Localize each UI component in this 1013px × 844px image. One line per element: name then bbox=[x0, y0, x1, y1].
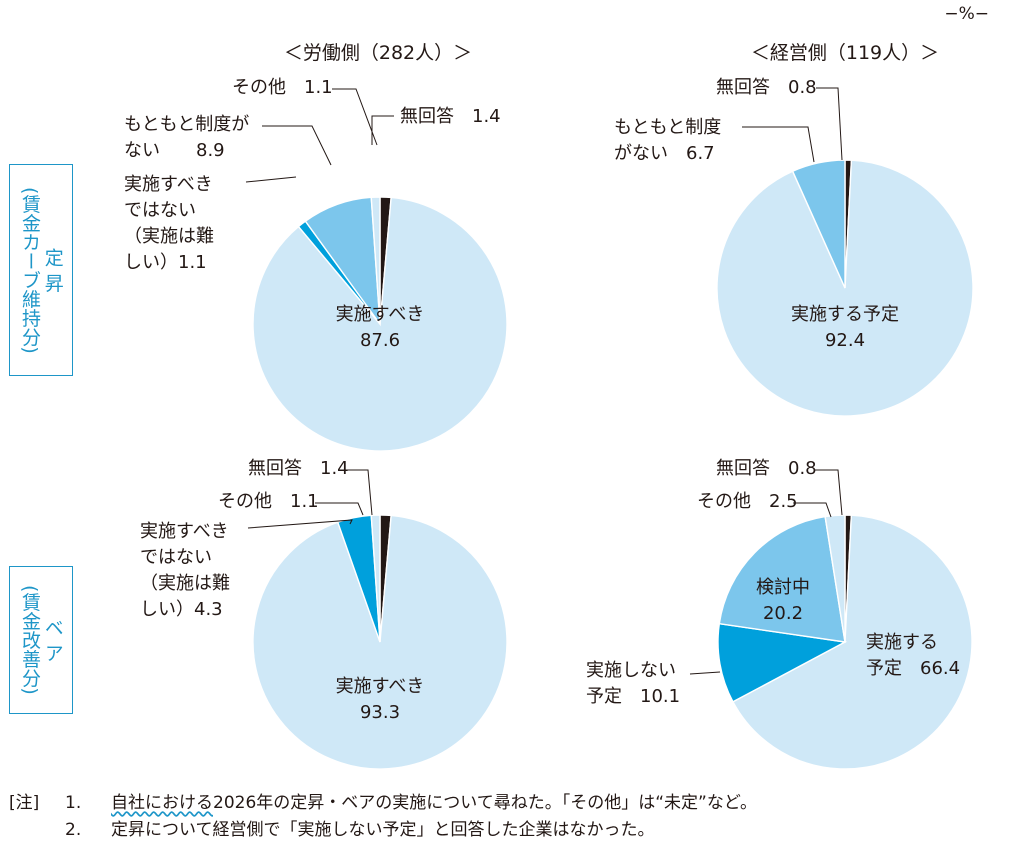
note-row-2: 2. 定昇について経営側で「実施しない予定」と回答した企業はなかった。 bbox=[9, 817, 757, 844]
pie1-leader-line-2 bbox=[245, 176, 297, 183]
pie4-slice-4 bbox=[824, 514, 846, 643]
pie4-slice-3 bbox=[718, 515, 846, 643]
pie4-leader-line-4 bbox=[793, 502, 832, 518]
pie3-label-2-line-3: しい）4.3 bbox=[140, 599, 223, 620]
pie3-label-0-line-0: 無回答 1.4 bbox=[248, 458, 349, 479]
pie4-label-3-line-0: 検討中 bbox=[756, 577, 810, 598]
note-text-emphasis: 自社における bbox=[111, 793, 213, 813]
pie1-label-3-line-0: もともと制度が bbox=[124, 114, 249, 135]
notes: [注] 1. 自社における2026年の定昇・ベアの実施について尋ねた。「その他」は“… bbox=[9, 790, 757, 844]
pie1-label-1-line-1: 87.6 bbox=[360, 330, 400, 351]
pie1-label-4-line-0: その他 1.1 bbox=[232, 77, 333, 98]
pie3-slice-1 bbox=[252, 514, 508, 770]
pie2-label-0-line-0: 無回答 0.8 bbox=[716, 77, 817, 98]
pie1-leader-line-0 bbox=[371, 115, 394, 145]
note-tag: [注] bbox=[9, 793, 40, 813]
pie3-leader-line-2 bbox=[247, 519, 353, 529]
pie-charts: 無回答 1.4実施すべき87.6実施すべきではない（実施は難しい）1.1もともと… bbox=[124, 77, 974, 770]
pie2-label-2-line-0: もともと制度 bbox=[614, 117, 721, 138]
pie4-slice-2 bbox=[717, 622, 848, 703]
pie1-label-2-line-3: しい）1.1 bbox=[124, 252, 207, 273]
pie4-label-4-line-0: その他 2.5 bbox=[697, 491, 798, 512]
note-row-1: [注] 1. 自社における2026年の定昇・ベアの実施について尋ねた。「その他」は“… bbox=[9, 790, 757, 817]
pie4-label-3-line-1: 20.2 bbox=[763, 603, 803, 624]
pie3-label-1-line-1: 93.3 bbox=[360, 702, 400, 723]
row-label-teisho-main: (賃金カーブ維持分) bbox=[19, 186, 41, 354]
pie1-leader-line-3 bbox=[262, 125, 332, 166]
pie2-label-1-line-1: 92.4 bbox=[825, 330, 865, 351]
pie2-leader-line-0 bbox=[816, 87, 843, 161]
pie3-leader-line-3 bbox=[315, 502, 364, 516]
row-label-bea-sub: ベ ア bbox=[41, 617, 64, 663]
pie4-slice-1 bbox=[732, 514, 973, 770]
row-label-bea-main: (賃金改善分) bbox=[19, 585, 41, 695]
note-number: 1. bbox=[65, 793, 82, 813]
row-label-teisho: (賃金カーブ維持分) 定 昇 bbox=[9, 164, 73, 376]
pie3-label-2-line-1: ではない bbox=[140, 547, 212, 568]
pie1-slice-4 bbox=[370, 196, 381, 325]
column-title-management: ＜経営側（119人）＞ bbox=[750, 42, 940, 64]
pie4-label-0-line-0: 無回答 0.8 bbox=[716, 458, 817, 479]
note-text: 2026年の定昇・ベアの実施について尋ねた。「その他」は“未定”など。 bbox=[213, 793, 758, 813]
pie2-slice-2 bbox=[791, 159, 846, 289]
pie1-label-0-line-0: 無回答 1.4 bbox=[400, 106, 501, 127]
pie3-label-1-line-0: 実施すべき bbox=[336, 676, 425, 697]
unit-label: −%− bbox=[944, 4, 989, 24]
column-title-labor: ＜労働側（282人）＞ bbox=[283, 42, 473, 64]
row-label-teisho-sub: 定 昇 bbox=[41, 247, 64, 293]
pie1-label-1-line-0: 実施すべき bbox=[336, 304, 425, 325]
pie4-label-2-line-1: 予定 10.1 bbox=[586, 686, 680, 707]
pie3-label-3-line-0: その他 1.1 bbox=[218, 491, 319, 512]
pie4-label-1-line-1: 予定 66.4 bbox=[866, 658, 960, 679]
pie4-leader-line-2 bbox=[689, 671, 721, 675]
pie1-label-3-line-1: ない 8.9 bbox=[124, 140, 225, 161]
pie3-leader-line-0 bbox=[345, 469, 373, 516]
pie3-label-2-line-0: 実施すべき bbox=[140, 521, 229, 542]
pie1-label-2-line-1: ではない bbox=[124, 200, 196, 221]
pie2-leader-line-2 bbox=[742, 126, 815, 163]
pie1-label-2-line-2: （実施は難 bbox=[124, 226, 214, 247]
note-number: 2. bbox=[65, 820, 82, 840]
pie3-slice-3 bbox=[370, 514, 381, 643]
pie2-label-1-line-0: 実施する予定 bbox=[791, 304, 899, 325]
pie1-label-2-line-0: 実施すべき bbox=[124, 174, 213, 195]
pie3-label-2-line-2: （実施は難 bbox=[140, 573, 230, 594]
row-label-bea: (賃金改善分) ベ ア bbox=[9, 566, 73, 714]
note-text: 定昇について経営側で「実施しない予定」と回答した企業はなかった。 bbox=[111, 820, 655, 840]
pie4-leader-line-0 bbox=[814, 469, 843, 516]
pie2-label-2-line-1: がない 6.7 bbox=[614, 143, 715, 164]
pie4-label-2-line-0: 実施しない bbox=[586, 660, 676, 681]
pie1-leader-line-4 bbox=[332, 88, 378, 146]
pie4-label-1-line-0: 実施する bbox=[866, 632, 938, 653]
